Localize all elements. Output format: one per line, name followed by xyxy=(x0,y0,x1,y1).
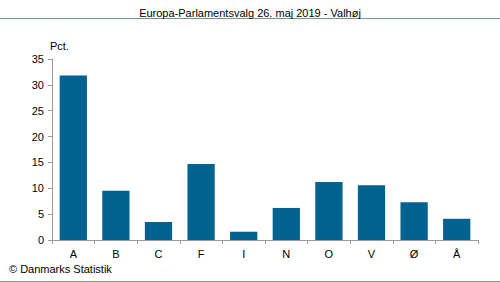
svg-text:O: O xyxy=(325,248,334,260)
svg-text:Ø: Ø xyxy=(410,248,419,260)
svg-text:© Danmarks Statistik: © Danmarks Statistik xyxy=(9,263,112,275)
svg-text:I: I xyxy=(242,248,245,260)
svg-text:25: 25 xyxy=(32,105,44,117)
svg-text:C: C xyxy=(155,248,163,260)
svg-text:N: N xyxy=(282,248,290,260)
svg-text:Pct.: Pct. xyxy=(50,40,69,52)
svg-text:30: 30 xyxy=(32,79,44,91)
svg-text:0: 0 xyxy=(38,234,44,246)
svg-text:15: 15 xyxy=(32,156,44,168)
svg-text:F: F xyxy=(198,248,205,260)
svg-text:10: 10 xyxy=(32,182,44,194)
svg-text:A: A xyxy=(70,248,78,260)
svg-text:35: 35 xyxy=(32,53,44,65)
svg-text:Europa-Parlamentsvalg 26. maj: Europa-Parlamentsvalg 26. maj 2019 - Val… xyxy=(139,7,361,19)
svg-text:Å: Å xyxy=(453,248,461,260)
svg-text:B: B xyxy=(112,248,119,260)
svg-text:20: 20 xyxy=(32,131,44,143)
svg-text:5: 5 xyxy=(38,208,44,220)
svg-text:V: V xyxy=(368,248,376,260)
